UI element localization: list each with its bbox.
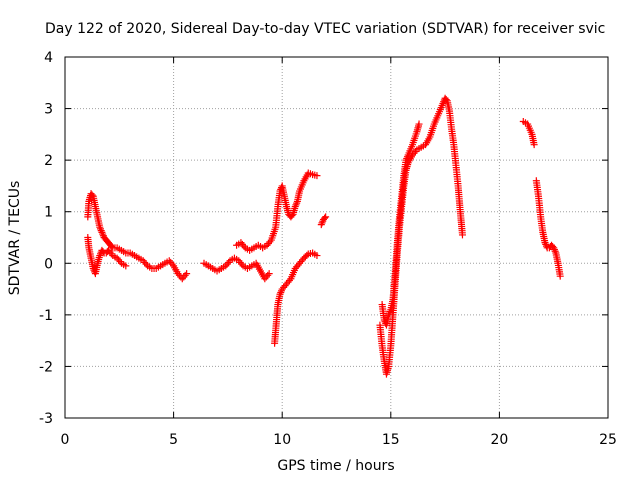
- data-point: [313, 172, 321, 180]
- data-series: [84, 94, 564, 378]
- data-point: [293, 199, 301, 207]
- data-point: [96, 252, 104, 260]
- data-point: [556, 272, 564, 280]
- data-point: [442, 96, 450, 104]
- y-tick-label: 3: [44, 102, 53, 118]
- data-point: [385, 311, 393, 319]
- x-tick-label: 10: [273, 432, 291, 448]
- y-tick-label: 1: [44, 205, 53, 221]
- data-point: [292, 201, 300, 209]
- data-point: [88, 191, 96, 199]
- data-point: [107, 250, 115, 258]
- data-point: [415, 120, 423, 128]
- data-point: [288, 212, 296, 220]
- y-tick-label: -3: [39, 411, 53, 427]
- plot-frame: [64, 56, 609, 419]
- y-tick-label: -1: [39, 308, 53, 324]
- data-point: [551, 247, 559, 255]
- data-point: [322, 213, 330, 221]
- y-tick-label: 2: [44, 153, 53, 169]
- data-point: [264, 271, 272, 279]
- x-tick-label: 25: [599, 432, 617, 448]
- y-axis-label: SDTVAR / TECUs: [7, 181, 23, 296]
- data-point: [541, 239, 549, 247]
- data-point: [265, 270, 273, 278]
- data-point: [411, 148, 419, 156]
- data-point: [240, 242, 248, 250]
- data-point: [313, 252, 321, 260]
- x-tick-label: 5: [169, 432, 178, 448]
- x-tick-label: 0: [61, 432, 70, 448]
- data-point: [96, 225, 104, 233]
- y-tick-label: 4: [44, 50, 53, 66]
- data-point: [403, 154, 411, 162]
- data-point: [458, 231, 466, 239]
- data-point: [403, 153, 411, 161]
- data-point: [385, 309, 393, 317]
- data-point: [277, 289, 285, 297]
- data-point: [402, 156, 410, 164]
- data-point: [168, 260, 176, 268]
- axis-ticks: 0 5 10 15 20 25 -3 -2 -1 0 1 2 3 4: [39, 50, 617, 448]
- data-point: [550, 244, 558, 252]
- y-tick-label: 0: [44, 256, 53, 272]
- data-point: [122, 262, 130, 270]
- x-tick-label: 20: [490, 432, 508, 448]
- data-point: [276, 290, 284, 298]
- data-point: [321, 214, 329, 222]
- grid: [65, 57, 608, 418]
- data-point: [225, 258, 233, 266]
- data-point: [99, 230, 107, 238]
- data-point: [542, 240, 550, 248]
- data-point: [550, 246, 558, 254]
- data-point: [96, 223, 104, 231]
- y-tick-label: -2: [39, 359, 53, 375]
- x-axis-label: GPS time / hours: [277, 458, 394, 474]
- data-point: [318, 219, 326, 227]
- data-point: [317, 221, 325, 229]
- data-point: [386, 307, 394, 315]
- data-point: [181, 271, 189, 279]
- data-point: [530, 141, 538, 149]
- data-point: [183, 270, 191, 278]
- data-point: [97, 227, 105, 235]
- data-point: [108, 243, 116, 251]
- x-tick-label: 15: [382, 432, 400, 448]
- data-point: [116, 258, 124, 266]
- data-point: [266, 238, 274, 246]
- chart-title: Day 122 of 2020, Sidereal Day-to-day VTE…: [45, 21, 605, 37]
- data-point: [285, 276, 293, 284]
- data-point: [98, 228, 106, 236]
- data-point: [238, 260, 246, 268]
- data-point: [291, 203, 299, 211]
- data-point: [142, 260, 150, 268]
- data-point: [303, 251, 311, 259]
